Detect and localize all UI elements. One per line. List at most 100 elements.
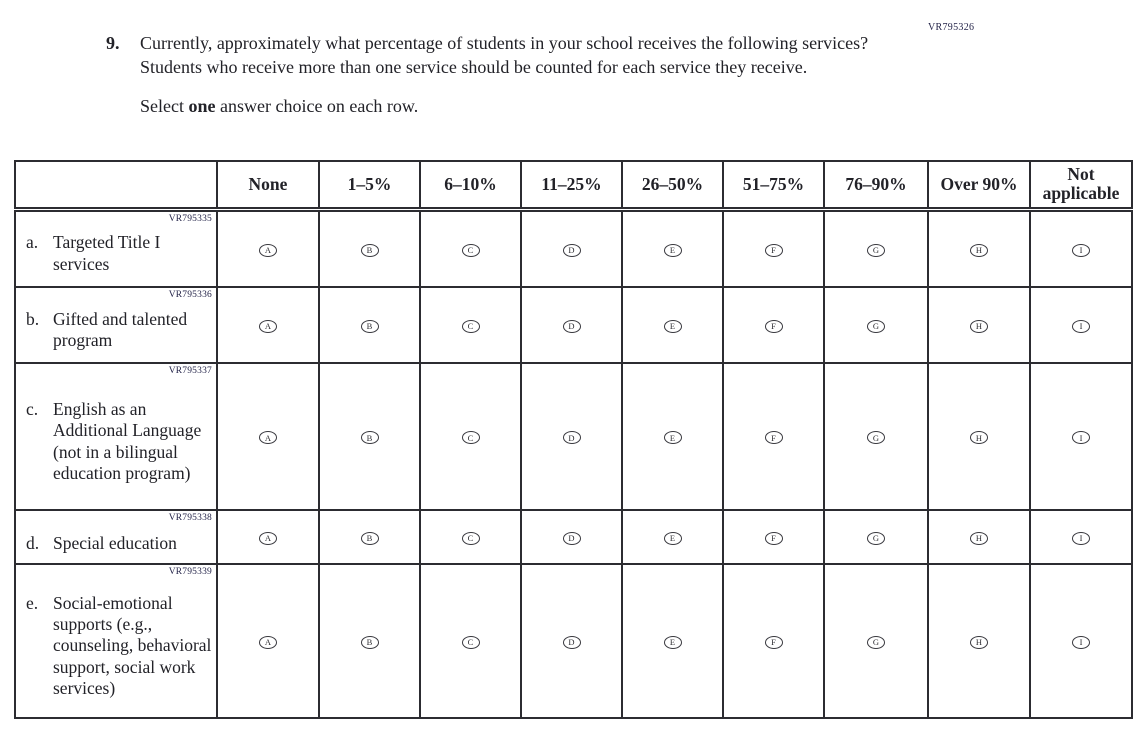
- answer-bubble-e[interactable]: E: [663, 531, 682, 545]
- answer-bubble-c[interactable]: C: [461, 319, 480, 333]
- answer-bubble-a[interactable]: A: [259, 531, 277, 545]
- answer-bubble-i[interactable]: I: [1072, 243, 1090, 257]
- answer-bubble-c[interactable]: C: [461, 243, 480, 257]
- answer-bubble-d[interactable]: D: [562, 531, 581, 545]
- instruction-suffix: answer choice on each row.: [215, 95, 419, 116]
- answer-cell: D: [520, 362, 623, 511]
- answer-bubble-i[interactable]: I: [1072, 531, 1090, 545]
- answer-cell: F: [722, 362, 825, 511]
- row-label-text: Targeted Title I services: [53, 232, 161, 274]
- question-block: 9. Currently, approximately what percent…: [106, 31, 896, 117]
- answer-cell: I: [1029, 362, 1133, 511]
- row-label-cell: VR795337 c. English as an Additional Lan…: [14, 362, 218, 511]
- answer-bubble-b[interactable]: B: [360, 319, 379, 333]
- answer-bubble-a[interactable]: A: [259, 431, 277, 445]
- answer-bubble-e[interactable]: E: [663, 243, 682, 257]
- row-label-text: Special education: [53, 533, 177, 554]
- header-row: None 1–5% 6–10% 11–25% 26–50% 51–75% 76–…: [14, 160, 1133, 212]
- row-label-cell: VR795338 d. Special education: [14, 509, 218, 565]
- answer-bubble-f[interactable]: F: [764, 431, 783, 445]
- answer-cell: H: [927, 286, 1031, 364]
- instruction-bold: one: [188, 95, 216, 116]
- row-label-cell: VR795339 e. Social-emotional supports (e…: [14, 563, 218, 719]
- answer-cell: H: [927, 509, 1031, 565]
- answer-bubble-h[interactable]: H: [970, 531, 988, 545]
- answer-bubble-g[interactable]: G: [867, 243, 885, 257]
- column-header-1-5: 1–5%: [318, 160, 421, 212]
- form-code: VR795326: [928, 22, 975, 33]
- answer-bubble-d[interactable]: D: [562, 431, 581, 445]
- answer-cell: D: [520, 509, 623, 565]
- table-row-d: VR795338 d. Special education A B C D E …: [14, 509, 1133, 565]
- answer-bubble-c[interactable]: C: [461, 431, 480, 445]
- column-header-6-10: 6–10%: [419, 160, 522, 212]
- table-row-c: VR795337 c. English as an Additional Lan…: [14, 362, 1133, 511]
- column-header-51-75: 51–75%: [722, 160, 825, 212]
- row-vr-code: VR795338: [168, 513, 212, 523]
- answer-bubble-e[interactable]: E: [663, 635, 682, 649]
- answer-cell: C: [419, 286, 522, 364]
- question-number: 9.: [106, 33, 120, 53]
- answer-cell: G: [823, 362, 929, 511]
- answer-bubble-b[interactable]: B: [360, 531, 379, 545]
- answer-bubble-a[interactable]: A: [259, 319, 277, 333]
- row-label-text: Gifted and talented program: [53, 308, 188, 350]
- answer-cell: D: [520, 208, 623, 288]
- question-instruction: Select one answer choice on each row.: [140, 96, 896, 117]
- answer-cell: A: [216, 208, 320, 288]
- answer-cell: G: [823, 509, 929, 565]
- answer-cell: E: [621, 362, 724, 511]
- answer-bubble-g[interactable]: G: [867, 531, 885, 545]
- answer-cell: G: [823, 208, 929, 288]
- answer-bubble-b[interactable]: B: [360, 243, 379, 257]
- answer-cell: B: [318, 286, 421, 364]
- answer-bubble-h[interactable]: H: [970, 635, 988, 649]
- table-row-a: VR795335 a. Targeted Title I services A …: [14, 208, 1133, 288]
- row-label-text: English as an Additional Language (not i…: [53, 398, 202, 483]
- answer-bubble-f[interactable]: F: [764, 243, 783, 257]
- answer-cell: I: [1029, 563, 1133, 719]
- answer-bubble-g[interactable]: G: [867, 319, 885, 333]
- answer-bubble-f[interactable]: F: [764, 531, 783, 545]
- answer-bubble-h[interactable]: H: [970, 243, 988, 257]
- answer-bubble-h[interactable]: H: [970, 319, 988, 333]
- answer-bubble-g[interactable]: G: [867, 431, 885, 445]
- answer-cell: F: [722, 563, 825, 719]
- row-vr-code: VR795336: [168, 290, 212, 300]
- answer-cell: B: [318, 509, 421, 565]
- answer-bubble-b[interactable]: B: [360, 635, 379, 649]
- answer-cell: I: [1029, 509, 1133, 565]
- answer-bubble-i[interactable]: I: [1072, 431, 1090, 445]
- column-header-over-90: Over 90%: [927, 160, 1031, 212]
- answer-cell: B: [318, 208, 421, 288]
- answer-bubble-i[interactable]: I: [1072, 319, 1090, 333]
- header-blank-cell: [14, 160, 218, 212]
- answer-cell: H: [927, 208, 1031, 288]
- answer-bubble-i[interactable]: I: [1072, 635, 1090, 649]
- answer-cell: I: [1029, 286, 1133, 364]
- answer-bubble-f[interactable]: F: [764, 635, 783, 649]
- answer-bubble-d[interactable]: D: [562, 319, 581, 333]
- answer-cell: A: [216, 509, 320, 565]
- answer-bubble-d[interactable]: D: [562, 635, 581, 649]
- answer-bubble-e[interactable]: E: [663, 431, 682, 445]
- answer-bubble-e[interactable]: E: [663, 319, 682, 333]
- answer-cell: G: [823, 563, 929, 719]
- answer-bubble-h[interactable]: H: [970, 431, 988, 445]
- answer-cell: I: [1029, 208, 1133, 288]
- answer-bubble-c[interactable]: C: [461, 635, 480, 649]
- column-header-none: None: [216, 160, 320, 212]
- answer-bubble-a[interactable]: A: [259, 243, 277, 257]
- answer-cell: F: [722, 208, 825, 288]
- answer-bubble-f[interactable]: F: [764, 319, 783, 333]
- row-letter: c.: [26, 398, 39, 419]
- row-vr-code: VR795337: [168, 366, 212, 376]
- answer-bubble-g[interactable]: G: [867, 635, 885, 649]
- answer-cell: D: [520, 286, 623, 364]
- column-header-not-applicable: Not applicable: [1029, 160, 1133, 212]
- answer-bubble-a[interactable]: A: [259, 635, 277, 649]
- answer-bubble-c[interactable]: C: [461, 531, 480, 545]
- answer-bubble-b[interactable]: B: [360, 431, 379, 445]
- answer-bubble-d[interactable]: D: [562, 243, 581, 257]
